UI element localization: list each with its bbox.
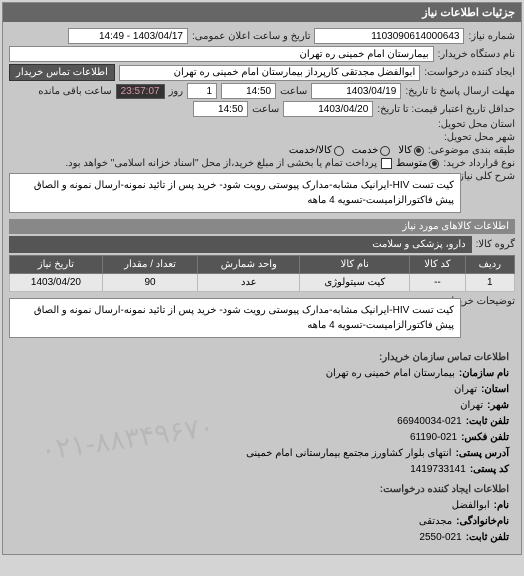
ostan-label: استان محل تحویل: <box>438 119 515 130</box>
gharardad-checkbox[interactable] <box>381 158 392 169</box>
mohlat-time-field: 14:50 <box>221 83 276 99</box>
shomare-niaz-field: 1103090614000643 <box>314 28 464 44</box>
table-cell: -- <box>410 274 465 292</box>
radio-dot-icon <box>429 159 439 169</box>
hadaghal-label: حداقل تاریخ اعتبار قیمت: تا تاریخ: <box>377 104 515 115</box>
table-cell: عدد <box>198 274 300 292</box>
radio-kala-label: کالا <box>398 145 412 156</box>
radio-motavasset[interactable]: متوسط <box>396 158 439 169</box>
post-k: کد پستی: <box>470 462 509 478</box>
org-name-v: بیمارستان امام خمینی ره تهران <box>326 366 455 382</box>
datetime-label: تاریخ و ساعت اعلان عمومی: <box>192 31 311 42</box>
fax-k: تلفن فکس: <box>461 430 509 446</box>
radio-kala-khedmat[interactable]: کالا/خدمت <box>289 145 344 156</box>
table-header: کد کالا <box>410 256 465 274</box>
addr-v: انتهای بلوار کشاورز مجتمع بیمارستانی اما… <box>246 446 451 462</box>
radio-kala-khedmat-label: کالا/خدمت <box>289 145 332 156</box>
dastgah-field: بیمارستان امام خمینی ره تهران <box>9 46 434 62</box>
radio-motavasset-label: متوسط <box>396 158 427 169</box>
table-header: واحد شمارش <box>198 256 300 274</box>
mohlat-label: مهلت ارسال پاسخ تا تاریخ: <box>405 86 515 97</box>
addr-k: آدرس پستی: <box>456 446 509 462</box>
items-table: ردیفکد کالانام کالاواحد شمارشتعداد / مقد… <box>9 255 515 292</box>
sharh-label: شرح کلی نیاز: <box>465 171 515 182</box>
shomare-niaz-label: شماره نیاز: <box>468 31 515 42</box>
tozihat-field: کیت تست HIV-ایرانیک مشابه-مدارک پیوستی ر… <box>9 298 461 338</box>
shahr-k: شهر: <box>487 398 509 414</box>
rooz-label: روز <box>169 86 184 97</box>
radio-khedmat[interactable]: خدمت <box>352 145 391 156</box>
post-v: 1419733141 <box>410 462 466 478</box>
lname-k: نام‌خانوادگی: <box>456 514 509 530</box>
shahr-label: شهر محل تحویل: <box>444 132 515 143</box>
org-name-k: نام سازمان: <box>459 366 509 382</box>
contact-button[interactable]: اطلاعات تماس خریدار <box>9 64 115 81</box>
ostan-k: استان: <box>481 382 509 398</box>
radio-dot-icon <box>380 146 390 156</box>
dastgah-label: نام دستگاه خریدار: <box>438 49 515 60</box>
table-cell: 1 <box>465 274 514 292</box>
radio-kala[interactable]: کالا <box>398 145 424 156</box>
tel-v: 66940034-021 <box>397 414 462 430</box>
tozihat-text: کیت تست HIV-ایرانیک مشابه-مدارک پیوستی ر… <box>34 305 454 331</box>
fax-v: 61190-021 <box>410 430 457 446</box>
group-field: دارو، پزشکی و سلامت <box>9 236 472 253</box>
radio-dot-icon <box>414 146 424 156</box>
remain-label: ساعت باقی مانده <box>38 86 111 97</box>
datetime-field: 1403/04/17 - 14:49 <box>68 28 188 44</box>
mohlat-date-field: 1403/04/19 <box>311 83 401 99</box>
table-header: تاریخ نیاز <box>10 256 103 274</box>
radio-khedmat-label: خدمت <box>352 145 379 156</box>
panel-title: جزئیات اطلاعات نیاز <box>3 3 521 22</box>
table-cell: 1403/04/20 <box>10 274 103 292</box>
contact-block: اطلاعات تماس سازمان خریدار: نام سازمان:ب… <box>9 342 515 550</box>
sharh-field: کیت تست HIV-ایرانیک مشابه-مدارک پیوستی ر… <box>9 173 461 213</box>
name-v: ابوالفضل <box>452 498 490 514</box>
contact-h2: اطلاعات ایجاد کننده درخواست: <box>15 482 509 498</box>
countdown-field: 23:57:07 <box>116 84 165 99</box>
hadaghal-date-field: 1403/04/20 <box>283 101 373 117</box>
name-k: نام: <box>494 498 509 514</box>
tozihat-label: توضیحات خریدار: <box>465 296 515 307</box>
tabaghe-radio-group: کالا خدمت کالا/خدمت <box>289 145 424 156</box>
table-header: تعداد / مقدار <box>102 256 197 274</box>
tel-k: تلفن ثابت: <box>466 414 509 430</box>
rooz-field: 1 <box>187 83 217 99</box>
contact-h1: اطلاعات تماس سازمان خریدار: <box>15 350 509 366</box>
items-section-header: اطلاعات کالاهای مورد نیاز <box>9 219 515 234</box>
lname-v: مجدتقی <box>419 514 452 530</box>
table-header: ردیف <box>465 256 514 274</box>
ijad-field: ابوالفضل مجدتقی کارپرداز بیمارستان امام … <box>119 65 420 81</box>
table-row: 1--کیت سیتولوژیعدد901403/04/20 <box>10 274 515 292</box>
table-cell: کیت سیتولوژی <box>300 274 410 292</box>
saat-label-1: ساعت <box>280 86 307 97</box>
gharardad-note: پرداخت تمام یا بخشی از مبلغ خرید،از محل … <box>65 158 377 169</box>
table-header: نام کالا <box>300 256 410 274</box>
hadaghal-time-field: 14:50 <box>193 101 248 117</box>
ostan-v: تهران <box>454 382 477 398</box>
gharardad-label: نوع قرارداد خرید: <box>443 158 515 169</box>
phone-k: تلفن ثابت: <box>466 530 509 546</box>
ijad-label: ایجاد کننده درخواست: <box>424 67 515 78</box>
radio-dot-icon <box>334 146 344 156</box>
shahr-v: تهران <box>460 398 483 414</box>
group-label: گروه کالا: <box>476 239 515 250</box>
phone-v: 2550-021 <box>419 530 461 546</box>
tabaghe-label: طبقه بندی موضوعی: <box>428 145 515 156</box>
table-cell: 90 <box>102 274 197 292</box>
saat-label-2: ساعت <box>252 104 279 115</box>
